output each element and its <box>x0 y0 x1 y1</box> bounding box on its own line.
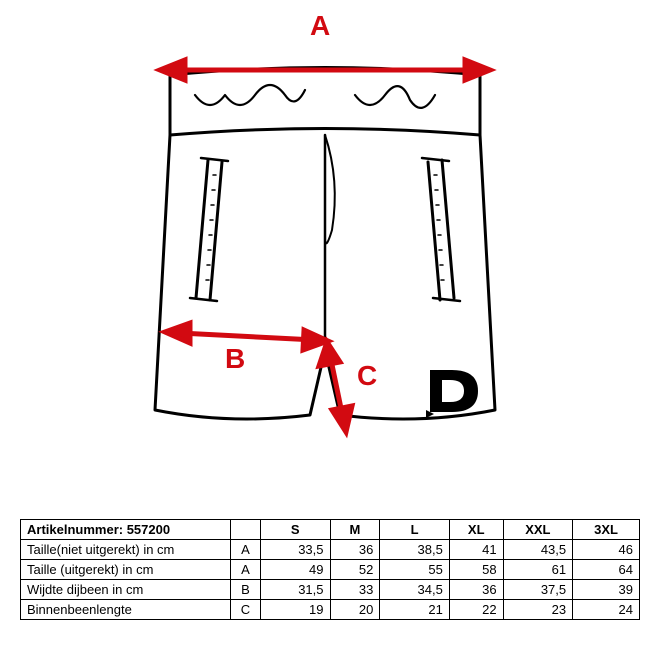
measurement-value: 34,5 <box>380 580 450 600</box>
measurement-value: 61 <box>503 560 573 580</box>
measurement-value: 22 <box>449 600 503 620</box>
brand-logo <box>426 370 478 418</box>
size-header: M <box>330 520 380 540</box>
label-a: A <box>310 10 330 42</box>
row-label: Taille(niet uitgerekt) in cm <box>21 540 231 560</box>
measurement-value: 41 <box>449 540 503 560</box>
measurement-value: 33,5 <box>261 540 331 560</box>
measurement-value: 43,5 <box>503 540 573 560</box>
measurement-value: 36 <box>330 540 380 560</box>
size-header: XL <box>449 520 503 540</box>
measurement-value: 49 <box>261 560 331 580</box>
measurement-value: 58 <box>449 560 503 580</box>
measurement-value: 20 <box>330 600 380 620</box>
row-key: B <box>231 580 261 600</box>
table-row: Wijdte dijbeen in cmB31,53334,53637,539 <box>21 580 640 600</box>
measurement-value: 36 <box>449 580 503 600</box>
size-header: L <box>380 520 450 540</box>
measurement-value: 33 <box>330 580 380 600</box>
size-header: S <box>261 520 331 540</box>
row-label: Taille (uitgerekt) in cm <box>21 560 231 580</box>
row-label: Wijdte dijbeen in cm <box>21 580 231 600</box>
measurement-value: 38,5 <box>380 540 450 560</box>
table-row: Taille (uitgerekt) in cmA495255586164 <box>21 560 640 580</box>
row-key: A <box>231 540 261 560</box>
label-b: B <box>225 343 245 375</box>
row-label: Binnenbeenlengte <box>21 600 231 620</box>
measurement-value: 55 <box>380 560 450 580</box>
table-header-row: Artikelnummer: 557200 S M L XL XXL 3XL <box>21 520 640 540</box>
measurement-table: Artikelnummer: 557200 S M L XL XXL 3XL T… <box>20 519 640 620</box>
shorts-diagram: A B C <box>100 40 550 460</box>
shorts-svg <box>100 40 550 460</box>
measurement-value: 37,5 <box>503 580 573 600</box>
measurement-value: 31,5 <box>261 580 331 600</box>
measurement-value: 24 <box>573 600 640 620</box>
table-row: Taille(niet uitgerekt) in cmA33,53638,54… <box>21 540 640 560</box>
size-header: XXL <box>503 520 573 540</box>
measurement-value: 46 <box>573 540 640 560</box>
size-table: Artikelnummer: 557200 S M L XL XXL 3XL T… <box>20 519 640 620</box>
measurement-value: 19 <box>261 600 331 620</box>
label-c: C <box>357 360 377 392</box>
row-key: C <box>231 600 261 620</box>
row-key: A <box>231 560 261 580</box>
measurement-value: 39 <box>573 580 640 600</box>
article-number-cell: Artikelnummer: 557200 <box>21 520 231 540</box>
size-header: 3XL <box>573 520 640 540</box>
measurement-value: 21 <box>380 600 450 620</box>
header-key-blank <box>231 520 261 540</box>
measurement-value: 52 <box>330 560 380 580</box>
measurement-value: 64 <box>573 560 640 580</box>
measurement-value: 23 <box>503 600 573 620</box>
table-row: BinnenbeenlengteC192021222324 <box>21 600 640 620</box>
